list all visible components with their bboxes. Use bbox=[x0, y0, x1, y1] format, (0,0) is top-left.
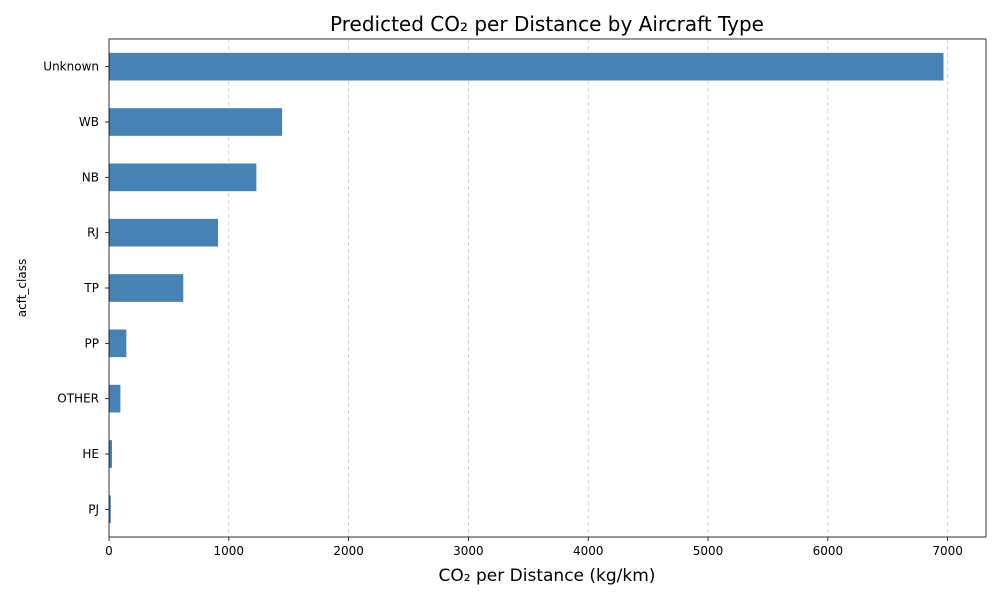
y-tick-label: OTHER bbox=[57, 392, 99, 406]
x-tick-label: 2000 bbox=[333, 544, 364, 558]
bar-pj bbox=[109, 495, 111, 524]
bar-tp bbox=[109, 274, 184, 302]
bar-wb bbox=[109, 108, 283, 136]
x-axis-label: CO₂ per Distance (kg/km) bbox=[439, 566, 656, 586]
grid-lines bbox=[228, 39, 949, 537]
y-tick-label: HE bbox=[82, 447, 99, 461]
bar-unknown bbox=[109, 52, 944, 81]
y-tick-label: NB bbox=[82, 170, 99, 184]
x-tick-label: 5000 bbox=[693, 544, 724, 558]
y-axis-label: acft_class bbox=[15, 259, 29, 317]
y-tick-label: Unknown bbox=[43, 60, 99, 74]
y-tick-label: WB bbox=[79, 115, 99, 129]
bar-rj bbox=[109, 218, 219, 247]
y-tick-label: PP bbox=[85, 336, 99, 350]
bars bbox=[109, 52, 944, 524]
bar-other bbox=[109, 384, 121, 413]
y-ticks: Unknown WB NB RJ TP PP OTHER HE PJ bbox=[43, 60, 109, 516]
bar-nb bbox=[109, 163, 257, 192]
y-tick-label: PJ bbox=[88, 502, 99, 516]
y-tick-label: RJ bbox=[87, 226, 99, 240]
x-tick-label: 0 bbox=[105, 544, 113, 558]
bar-he bbox=[109, 440, 112, 468]
bar-pp bbox=[109, 329, 127, 358]
chart-title: Predicted CO₂ per Distance by Aircraft T… bbox=[330, 12, 764, 36]
x-tick-label: 1000 bbox=[214, 544, 245, 558]
x-tick-label: 3000 bbox=[453, 544, 484, 558]
y-tick-label: TP bbox=[83, 281, 99, 295]
x-tick-label: 7000 bbox=[932, 544, 963, 558]
x-ticks: 0 1000 2000 3000 4000 5000 6000 7000 bbox=[105, 537, 963, 558]
x-tick-label: 4000 bbox=[573, 544, 604, 558]
x-tick-label: 6000 bbox=[813, 544, 844, 558]
